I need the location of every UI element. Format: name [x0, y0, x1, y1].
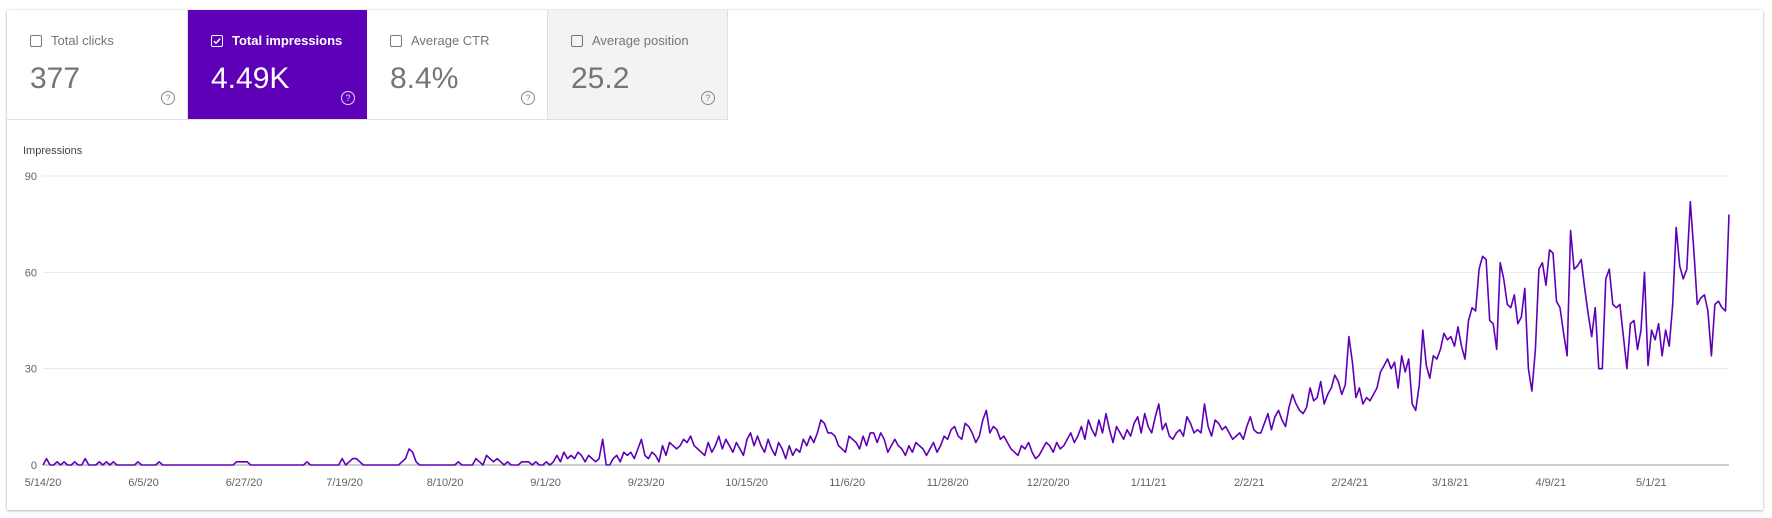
x-tick-label: 2/2/21 — [1234, 477, 1265, 489]
y-tick-label: 90 — [25, 171, 37, 183]
y-tick-label: 60 — [25, 267, 37, 279]
metric-value: 8.4% — [390, 62, 459, 95]
impressions-series-line — [42, 200, 1730, 466]
x-tick-label: 1/11/21 — [1131, 477, 1167, 489]
metric-tabs: Total clicks 377 ? Total impressions 4.4… — [7, 10, 728, 120]
chart-area: Impressions 0 30 60 90 5/14/20 6/5/20 6/27/20… — [7, 119, 1763, 510]
metric-label: Total clicks — [51, 33, 114, 48]
metric-label: Total impressions — [232, 33, 343, 48]
x-tick-label: 12/20/20 — [1027, 477, 1070, 489]
x-tick-label: 11/28/20 — [927, 477, 969, 489]
x-tick-label: 10/15/20 — [725, 477, 768, 489]
checkbox-unchecked-icon[interactable] — [571, 35, 583, 47]
metric-total-clicks[interactable]: Total clicks 377 ? — [7, 10, 187, 119]
metric-label: Average position — [592, 33, 689, 48]
help-icon[interactable]: ? — [161, 91, 175, 105]
x-tick-label: 5/14/20 — [25, 477, 62, 489]
x-tick-label: 6/27/20 — [226, 477, 263, 489]
y-tick-label: 30 — [25, 364, 37, 376]
x-tick-label: 9/1/20 — [530, 477, 561, 489]
x-tick-label: 9/23/20 — [628, 477, 665, 489]
metric-value: 4.49K — [211, 62, 290, 95]
checkbox-unchecked-icon[interactable] — [390, 35, 402, 47]
impressions-chart: Impressions 0 30 60 90 5/14/20 6/5/20 6/27/20… — [23, 145, 1730, 489]
x-tick-label: 11/6/20 — [829, 477, 865, 489]
y-axis-label: Impressions — [23, 145, 83, 157]
x-tick-label: 4/9/21 — [1536, 477, 1567, 489]
x-tick-label: 6/5/20 — [128, 477, 159, 489]
metric-value: 25.2 — [571, 62, 630, 95]
help-icon[interactable]: ? — [521, 91, 535, 105]
checkbox-checked-icon[interactable] — [211, 35, 223, 47]
checkbox-unchecked-icon[interactable] — [30, 35, 42, 47]
help-icon[interactable]: ? — [701, 91, 715, 105]
help-icon[interactable]: ? — [341, 91, 355, 105]
metric-label: Average CTR — [411, 33, 490, 48]
x-tick-label: 7/19/20 — [326, 477, 363, 489]
metric-total-impressions[interactable]: Total impressions 4.49K ? — [187, 10, 367, 119]
y-tick-label: 0 — [31, 460, 37, 472]
performance-card: Total clicks 377 ? Total impressions 4.4… — [7, 10, 1763, 510]
metric-average-ctr[interactable]: Average CTR 8.4% ? — [367, 10, 547, 119]
metric-value: 377 — [30, 62, 81, 95]
x-tick-label: 5/1/21 — [1636, 477, 1667, 489]
x-tick-label: 2/24/21 — [1331, 477, 1368, 489]
metric-average-position[interactable]: Average position 25.2 ? — [547, 10, 727, 119]
x-tick-label: 3/18/21 — [1432, 477, 1469, 489]
x-tick-label: 8/10/20 — [427, 477, 464, 489]
